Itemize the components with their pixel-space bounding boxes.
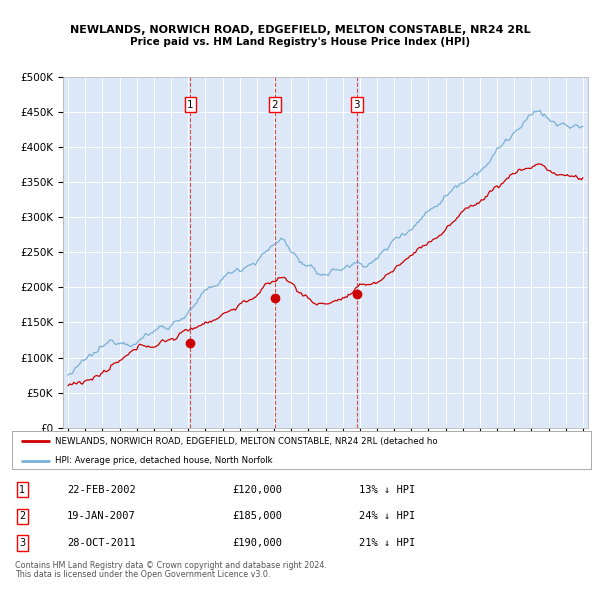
Text: 2: 2 (272, 100, 278, 110)
Text: 13% ↓ HPI: 13% ↓ HPI (359, 485, 416, 494)
Text: 2: 2 (19, 512, 26, 521)
Text: £120,000: £120,000 (232, 485, 282, 494)
Text: NEWLANDS, NORWICH ROAD, EDGEFIELD, MELTON CONSTABLE, NR24 2RL: NEWLANDS, NORWICH ROAD, EDGEFIELD, MELTO… (70, 25, 530, 35)
Text: 1: 1 (187, 100, 194, 110)
Text: 3: 3 (19, 538, 25, 548)
Text: This data is licensed under the Open Government Licence v3.0.: This data is licensed under the Open Gov… (15, 570, 271, 579)
Text: 19-JAN-2007: 19-JAN-2007 (67, 512, 136, 521)
Text: £190,000: £190,000 (232, 538, 282, 548)
Text: £185,000: £185,000 (232, 512, 282, 521)
Text: 22-FEB-2002: 22-FEB-2002 (67, 485, 136, 494)
Text: 21% ↓ HPI: 21% ↓ HPI (359, 538, 416, 548)
Text: Price paid vs. HM Land Registry's House Price Index (HPI): Price paid vs. HM Land Registry's House … (130, 37, 470, 47)
Text: 24% ↓ HPI: 24% ↓ HPI (359, 512, 416, 521)
Text: NEWLANDS, NORWICH ROAD, EDGEFIELD, MELTON CONSTABLE, NR24 2RL (detached ho: NEWLANDS, NORWICH ROAD, EDGEFIELD, MELTO… (55, 437, 438, 446)
Text: HPI: Average price, detached house, North Norfolk: HPI: Average price, detached house, Nort… (55, 456, 273, 465)
Text: 28-OCT-2011: 28-OCT-2011 (67, 538, 136, 548)
Text: 1: 1 (19, 485, 25, 494)
Text: 3: 3 (353, 100, 360, 110)
Text: Contains HM Land Registry data © Crown copyright and database right 2024.: Contains HM Land Registry data © Crown c… (15, 560, 327, 569)
